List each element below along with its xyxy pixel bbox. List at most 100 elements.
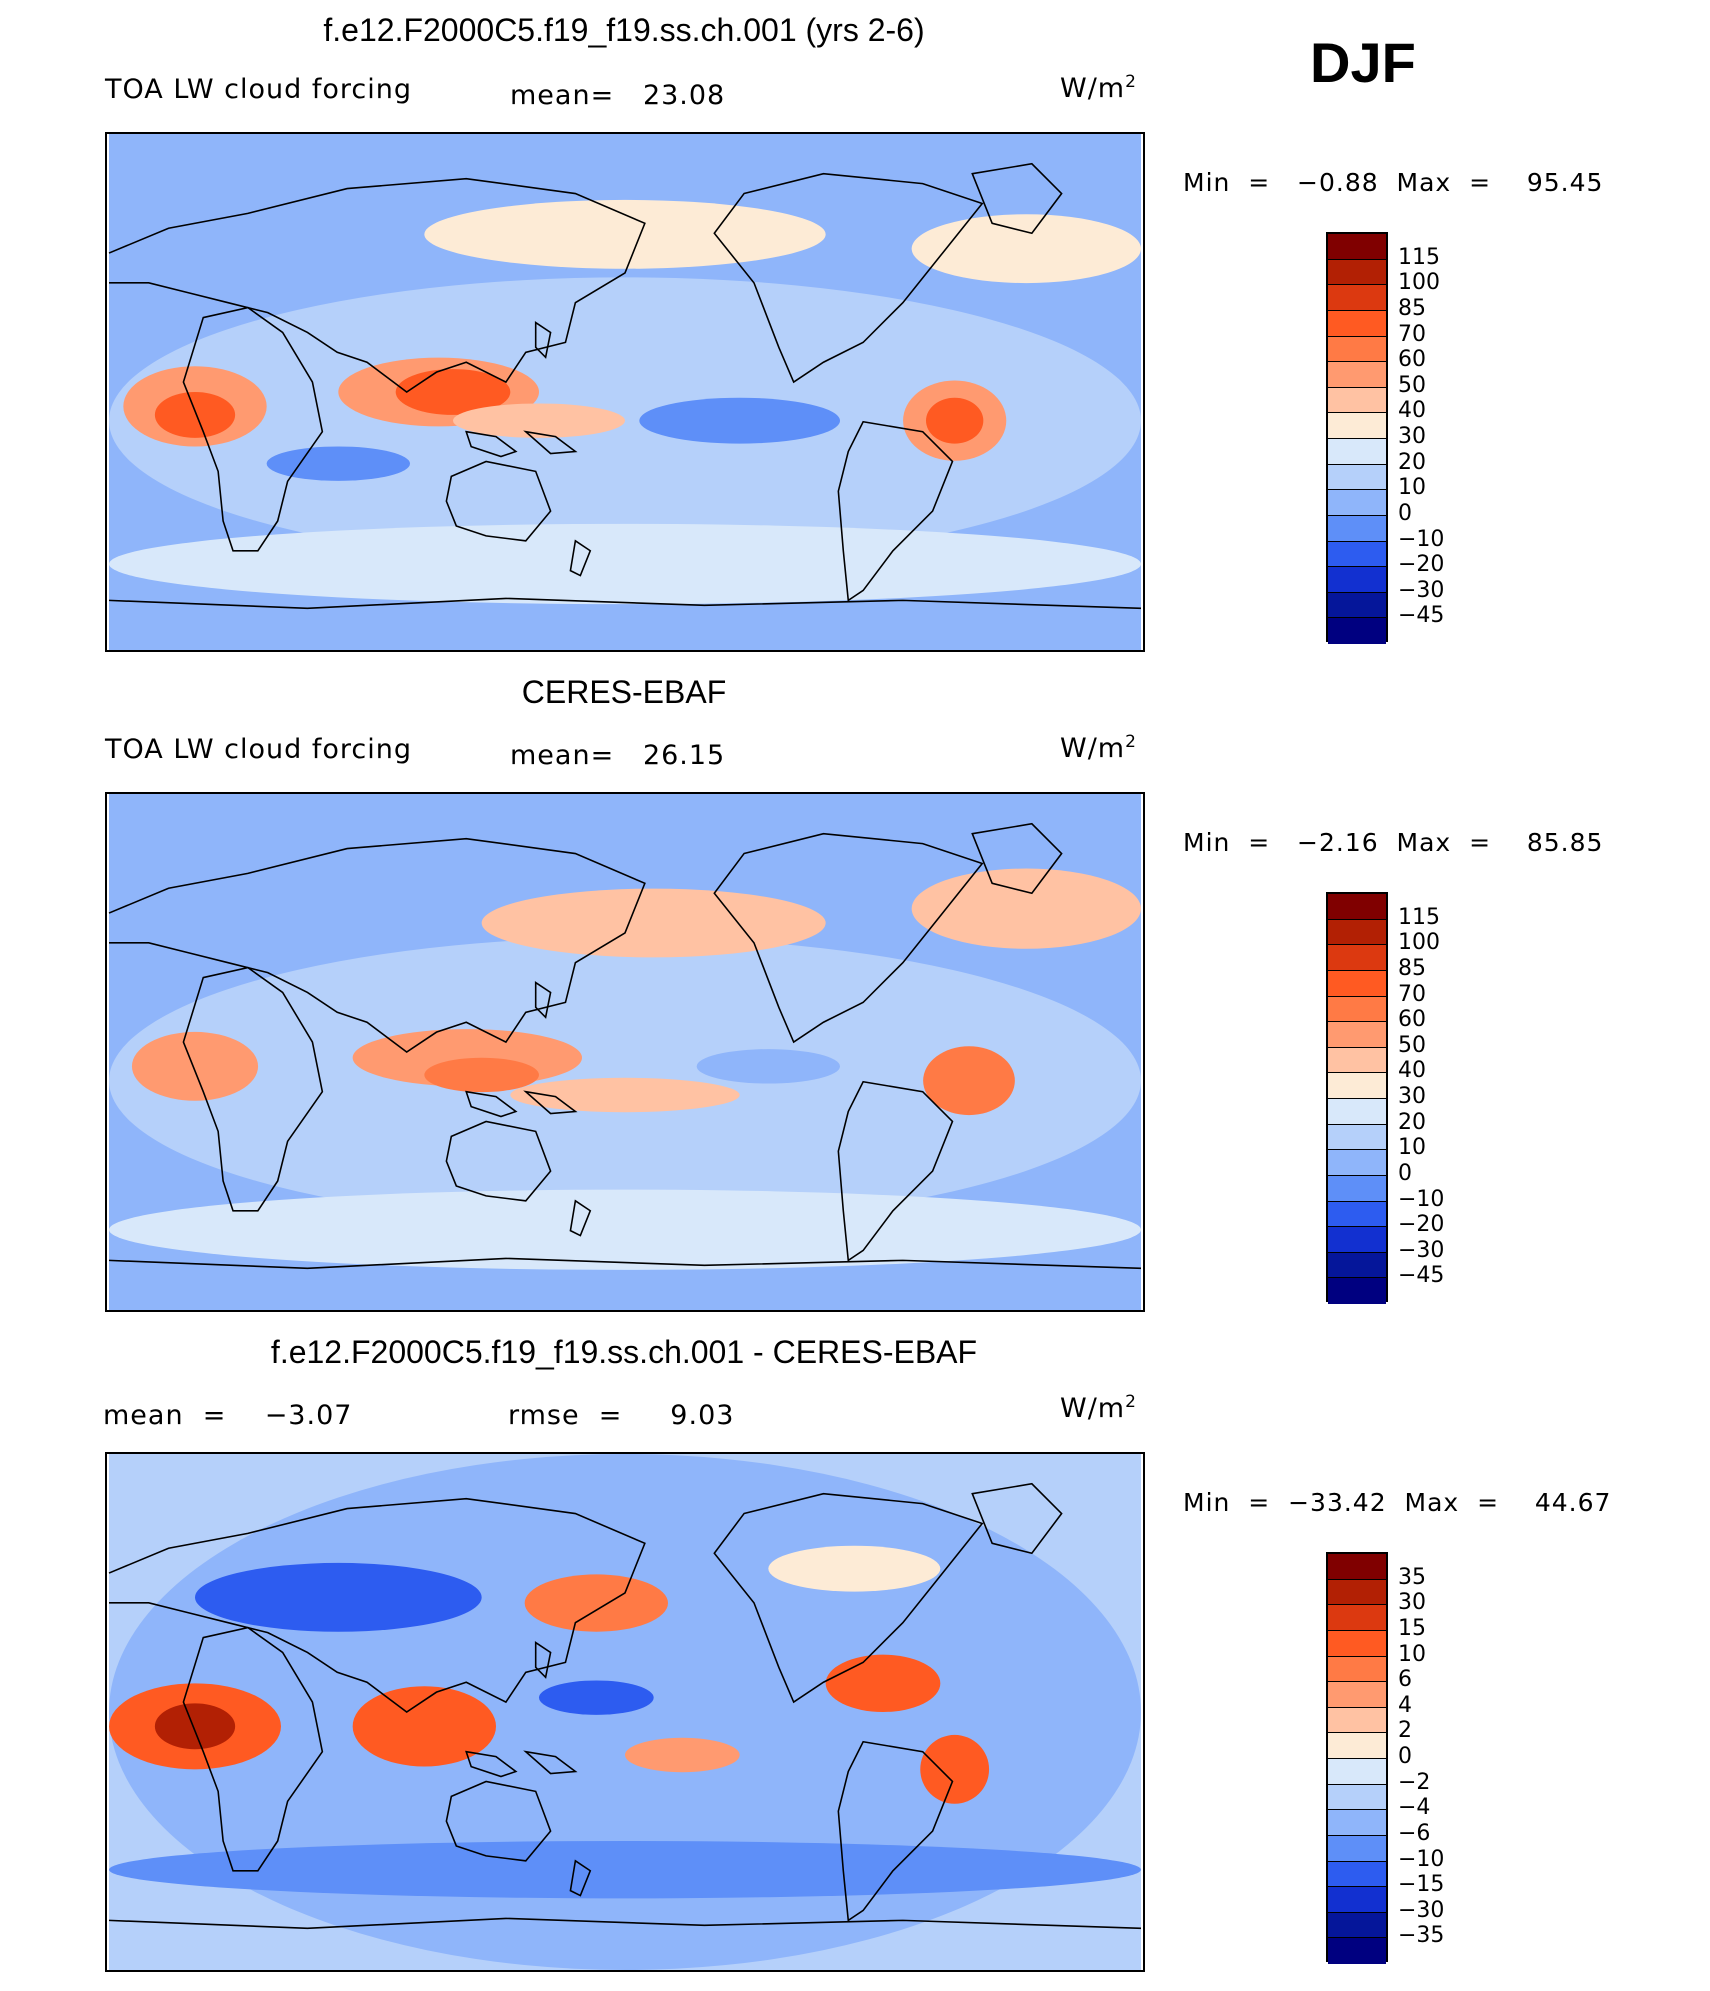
contour-region (154, 1703, 236, 1750)
colorbar-tick-label: 20 (1398, 1109, 1426, 1135)
colorbar-swatch (1328, 387, 1386, 414)
coastline (108, 1257, 1142, 1270)
coastline (182, 306, 324, 552)
colorbar-swatch (1328, 592, 1386, 619)
colorbar-swatch (1328, 1605, 1386, 1631)
colorbar-swatch (1328, 1201, 1386, 1228)
coastline (837, 1740, 954, 1922)
colorbar-swatch (1328, 1835, 1386, 1862)
coastline (713, 1492, 984, 1704)
coastline (837, 1080, 954, 1262)
colorbar-tick-label: 60 (1398, 347, 1426, 373)
contour-region (923, 1046, 1015, 1116)
colorbar-tick-label: −45 (1398, 1263, 1445, 1289)
colorbar-swatch (1328, 1861, 1386, 1888)
colorbar-tick-label: 30 (1398, 1084, 1426, 1109)
contour-region (639, 397, 840, 444)
coastline (534, 981, 552, 1019)
colorbar-swatch (1328, 234, 1386, 260)
coastline (108, 1917, 1142, 1930)
colorbar-tick-label: −35 (1398, 1923, 1445, 1949)
colorbar-tick-label: 35 (1398, 1564, 1426, 1590)
colorbar-tick-label: 115 (1398, 244, 1440, 270)
contour-region (510, 1077, 740, 1113)
contour-region (424, 1057, 539, 1093)
coastline (465, 1750, 518, 1778)
colorbar-tick-label: −2 (1398, 1769, 1431, 1795)
coastline (569, 539, 592, 577)
contour-region (920, 1734, 990, 1804)
season-label: DJF (1310, 31, 1416, 94)
panel3-units: W/m2 (1060, 1392, 1137, 1424)
colorbar-swatch (1328, 945, 1386, 971)
colorbar-tick-label: 2 (1398, 1718, 1412, 1744)
colorbar-tick-label: −10 (1398, 1186, 1445, 1212)
colorbar-swatch (1328, 464, 1386, 491)
colorbar-tick-label: −6 (1398, 1820, 1431, 1846)
colorbar-swatch (1328, 1682, 1386, 1708)
panel3-colorbar (1326, 1552, 1388, 1964)
colorbar-tick-label: 70 (1398, 321, 1426, 347)
panel3-rmse-label: rmse = 9.03 (508, 1400, 735, 1431)
colorbar-swatch (1328, 1759, 1386, 1785)
colorbar-tick-label: 10 (1398, 475, 1426, 501)
panel3-mean-label: mean = −3.07 (103, 1400, 353, 1431)
colorbar-swatch (1328, 336, 1386, 363)
contour-region (825, 1654, 941, 1712)
colorbar-tick-label: 40 (1398, 398, 1426, 424)
colorbar-tick-label: 30 (1398, 424, 1426, 449)
coastline (971, 1482, 1063, 1555)
colorbar-tick-label: 100 (1398, 930, 1440, 956)
colorbar-tick-label: −4 (1398, 1795, 1431, 1821)
colorbar-swatch (1328, 1227, 1386, 1253)
colorbar-tick-label: 20 (1398, 449, 1426, 475)
colorbar-swatch (1328, 259, 1386, 286)
panel1-variable-label: TOA LW cloud forcing (105, 74, 412, 105)
colorbar-tick-label: 50 (1398, 1032, 1426, 1058)
contour-region (453, 403, 625, 438)
colorbar-tick-label: −15 (1398, 1872, 1445, 1898)
contour-region (768, 1545, 941, 1592)
coastline (971, 822, 1063, 895)
panel1-minmax: Min = −0.88 Max = 95.45 (1183, 168, 1604, 197)
coastline (523, 430, 578, 455)
panel1-mean-label: mean= 23.08 (510, 80, 726, 111)
colorbar-swatch (1328, 1124, 1386, 1151)
panel2-variable-label: TOA LW cloud forcing (105, 734, 412, 765)
colorbar-swatch (1328, 439, 1386, 465)
panel3-title: f.e12.F2000C5.f19_f19.ss.ch.001 - CERES-… (270, 1334, 978, 1370)
contour-region (926, 397, 984, 444)
colorbar-swatch (1328, 1630, 1386, 1657)
colorbar-swatch (1328, 567, 1386, 593)
colorbar-tick-label: 0 (1398, 500, 1412, 526)
panel2-mean-label: mean= 26.15 (510, 740, 726, 771)
coastline (108, 177, 646, 393)
coastline (971, 162, 1063, 235)
panel1-map (105, 132, 1145, 652)
colorbar-tick-label: −10 (1398, 1846, 1445, 1872)
contour-region (352, 1686, 496, 1767)
coastline (523, 1750, 578, 1775)
colorbar-swatch (1328, 515, 1386, 542)
contour-region (911, 868, 1141, 949)
coastline (837, 420, 954, 602)
contour-region (109, 1841, 1141, 1899)
colorbar-tick-label: −30 (1398, 1237, 1445, 1263)
colorbar-tick-label: 6 (1398, 1667, 1412, 1693)
contour-region (195, 1562, 482, 1632)
colorbar-tick-label: 85 (1398, 955, 1426, 981)
coastline (523, 1090, 578, 1115)
colorbar-swatch (1328, 1175, 1386, 1202)
colorbar-tick-label: 10 (1398, 1135, 1426, 1161)
colorbar-swatch (1328, 1150, 1386, 1176)
contour-region (481, 888, 826, 958)
colorbar-swatch (1328, 1252, 1386, 1279)
colorbar-swatch (1328, 996, 1386, 1023)
coastline (465, 1090, 518, 1118)
panel2-colorbar (1326, 892, 1388, 1304)
colorbar-tick-label: −30 (1398, 577, 1445, 603)
colorbar-tick-label: −30 (1398, 1897, 1445, 1923)
colorbar-tick-label: 50 (1398, 372, 1426, 398)
colorbar-swatch (1328, 1912, 1386, 1939)
contour-region (424, 199, 826, 269)
